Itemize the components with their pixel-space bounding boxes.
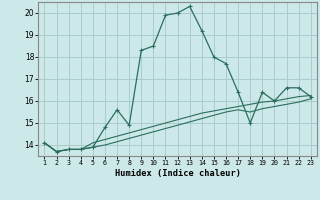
X-axis label: Humidex (Indice chaleur): Humidex (Indice chaleur) bbox=[115, 169, 241, 178]
